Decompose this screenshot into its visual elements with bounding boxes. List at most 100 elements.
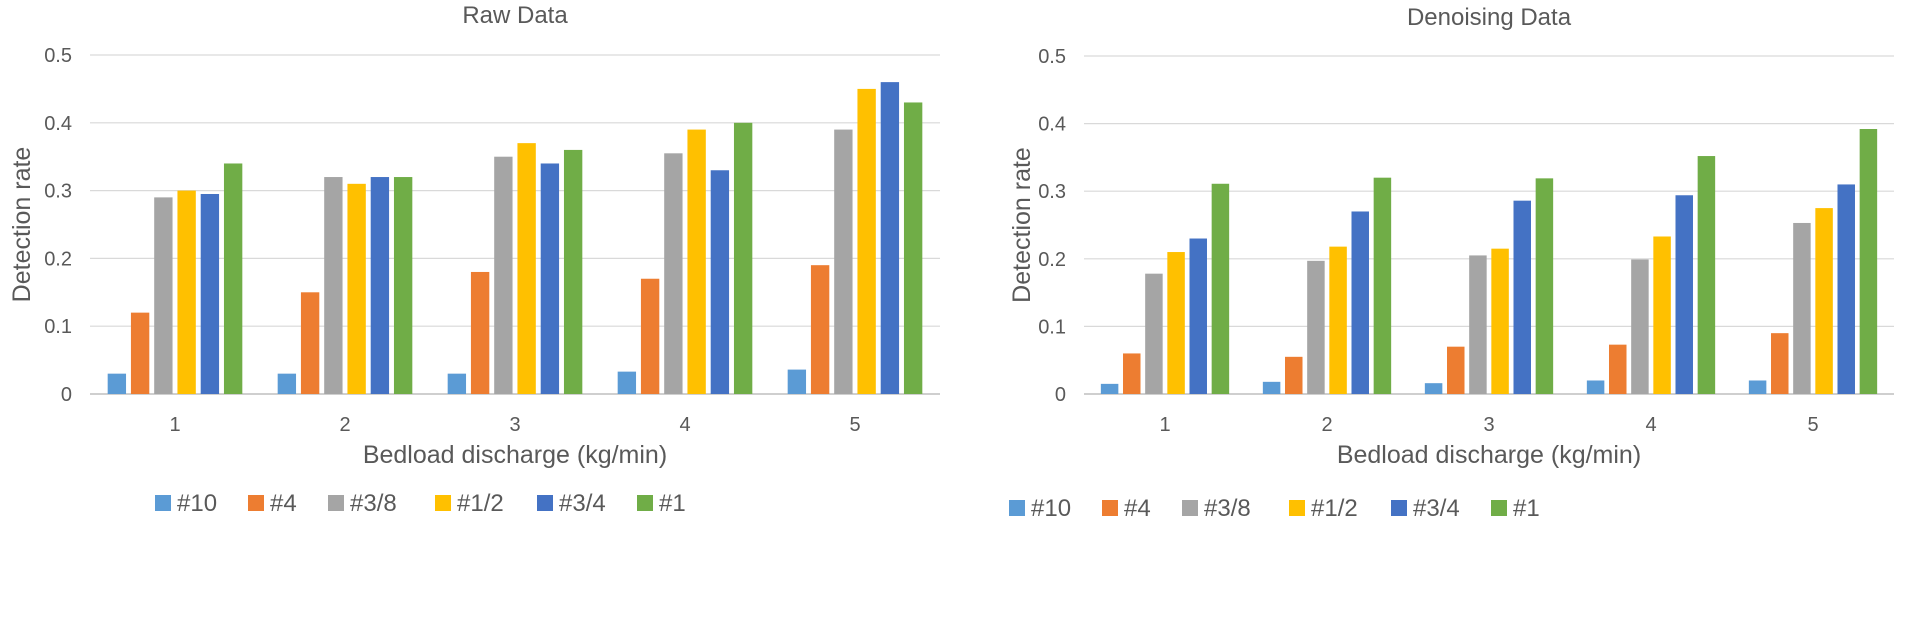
bar-no1-2-cat-1 (177, 190, 196, 394)
bar-no3-4-cat-2 (1351, 211, 1369, 394)
x-tick-label: 1 (169, 414, 180, 436)
bar-no10-cat-2 (1262, 381, 1281, 394)
legend-label: #10 (177, 490, 217, 517)
legend-swatch (1289, 500, 1305, 516)
legend-swatch (435, 495, 451, 511)
x-tick-label: 3 (1483, 414, 1494, 436)
bar-no3-8-cat-4 (664, 153, 683, 394)
chart-title: Denoising Data (1407, 4, 1572, 31)
bar-no3-8-cat-3 (1469, 255, 1487, 394)
legend-swatch (1491, 500, 1507, 516)
legend-label: #4 (1124, 495, 1151, 522)
bar-no10-cat-4 (617, 371, 637, 394)
x-tick-label: 4 (1645, 414, 1656, 436)
legend-label: #1 (659, 490, 686, 517)
x-tick-label: 5 (849, 414, 860, 436)
bar-no1-2-cat-5 (1815, 208, 1833, 394)
bar-no1-cat-5 (1859, 129, 1878, 394)
bar-no1-cat-2 (1373, 177, 1392, 394)
bar-no3-8-cat-2 (324, 177, 343, 394)
y-tick-label: 0.5 (1038, 46, 1066, 68)
legend-swatch (537, 495, 553, 511)
bar-no1-cat-3 (563, 149, 583, 394)
bar-no10-cat-3 (447, 373, 467, 394)
y-tick-label: 0.1 (1038, 316, 1066, 338)
bar-no3-4-cat-2 (370, 177, 390, 394)
x-tick-label: 5 (1807, 414, 1818, 436)
bar-no1-cat-3 (1535, 178, 1554, 394)
bar-no3-4-cat-3 (1513, 200, 1531, 394)
x-tick-label: 2 (1321, 414, 1332, 436)
x-axis-label: Bedload discharge (kg/min) (1337, 441, 1641, 469)
bar-no3-4-cat-3 (540, 163, 560, 394)
bar-no4-cat-1 (1123, 353, 1141, 394)
x-axis-label: Bedload discharge (kg/min) (363, 441, 667, 469)
bar-no3-4-cat-5 (880, 82, 900, 395)
bar-no10-cat-2 (277, 373, 297, 394)
bar-no1-2-cat-3 (1491, 248, 1509, 394)
bar-no4-cat-4 (640, 278, 660, 394)
legend-label: #10 (1031, 495, 1071, 522)
bar-no1-2-cat-5 (857, 88, 876, 395)
legend-label: #3/8 (350, 490, 397, 517)
raw-data-chart: Raw Data 0 0.1 0.2 0.3 0.4 0.5 1 2 3 4 5 Bedload dis… (8, 2, 940, 517)
y-tick-label: 0.2 (1038, 249, 1066, 271)
bar-no4-cat-5 (810, 265, 830, 394)
legend-label: #1/2 (457, 490, 504, 517)
legend-swatch (1102, 500, 1118, 516)
legend-swatch (328, 495, 344, 511)
bar-no3-8-cat-5 (834, 129, 853, 394)
bar-no3-4-cat-4 (1675, 195, 1693, 394)
x-tick-label: 4 (679, 414, 690, 436)
raw-data-svg: Raw Data 0 0.1 0.2 0.3 0.4 0.5 1 2 3 4 5 Bedload dis… (8, 2, 940, 517)
legend-swatch (155, 495, 171, 511)
chart-title: Raw Data (462, 2, 568, 29)
bar-no10-cat-1 (107, 373, 127, 394)
bar-no1-2-cat-1 (1167, 252, 1185, 394)
bar-no4-cat-2 (1285, 356, 1303, 394)
y-tick-label: 0.4 (44, 113, 72, 135)
y-tick-label: 0.3 (44, 181, 72, 203)
bar-no3-4-cat-1 (200, 193, 220, 394)
denoising-data-chart: Denoising Data 0 0.1 0.2 0.3 0.4 0.5 1 2 3 4 5 Bedlo… (1004, 0, 1906, 643)
bar-no4-cat-2 (300, 292, 320, 394)
legend-label: #3/4 (559, 490, 606, 517)
y-tick-label: 0.4 (1038, 114, 1066, 136)
denoising-data-svg: Denoising Data 0 0.1 0.2 0.3 0.4 0.5 1 2 3 4 5 Bedlo… (1008, 4, 1894, 522)
bar-no3-4-cat-1 (1189, 238, 1207, 394)
bar-no3-8-cat-3 (494, 156, 513, 394)
y-tick-label: 0.2 (44, 248, 72, 270)
bar-no1-cat-5 (903, 102, 923, 395)
legend-swatch (637, 495, 653, 511)
bar-no1-2-cat-3 (517, 143, 536, 394)
bar-no1-2-cat-4 (1653, 236, 1671, 394)
bar-no1-cat-1 (223, 163, 243, 394)
bar-no1-cat-2 (393, 177, 413, 394)
bar-no3-4-cat-4 (710, 170, 730, 394)
y-tick-label: 0.5 (44, 45, 72, 67)
legend-swatch (1182, 500, 1198, 516)
bar-no10-cat-1 (1100, 383, 1119, 394)
bar-no10-cat-3 (1424, 383, 1443, 394)
bar-no10-cat-5 (1748, 380, 1767, 394)
y-tick-label: 0 (1055, 384, 1066, 406)
legend-label: #1 (1513, 495, 1540, 522)
y-axis-label: Detection rate (8, 147, 36, 303)
legend-swatch (248, 495, 264, 511)
y-tick-label: 0.3 (1038, 181, 1066, 203)
legend-swatch (1391, 500, 1407, 516)
legend-label: #3/4 (1413, 495, 1460, 522)
y-tick-label: 0.1 (44, 316, 72, 338)
legend-label: #3/8 (1204, 495, 1251, 522)
bar-no10-cat-4 (1586, 380, 1605, 394)
bar-no3-8-cat-5 (1793, 222, 1811, 394)
bar-no4-cat-5 (1771, 333, 1789, 394)
y-axis-label: Detection rate (1008, 147, 1036, 303)
legend-label: #4 (270, 490, 297, 517)
bar-no1-cat-4 (733, 122, 753, 395)
bar-no1-2-cat-2 (347, 183, 366, 394)
x-tick-label: 1 (1159, 414, 1170, 436)
bar-no3-8-cat-4 (1631, 259, 1649, 394)
bar-no3-4-cat-5 (1837, 184, 1855, 394)
bar-no1-2-cat-2 (1329, 246, 1347, 394)
